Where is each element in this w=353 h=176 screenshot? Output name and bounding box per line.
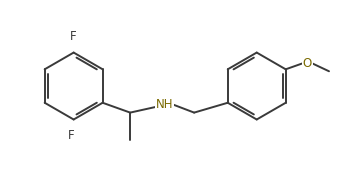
Text: F: F [68,129,75,142]
Text: F: F [70,30,77,43]
Text: O: O [303,57,312,70]
Text: NH: NH [156,98,173,111]
